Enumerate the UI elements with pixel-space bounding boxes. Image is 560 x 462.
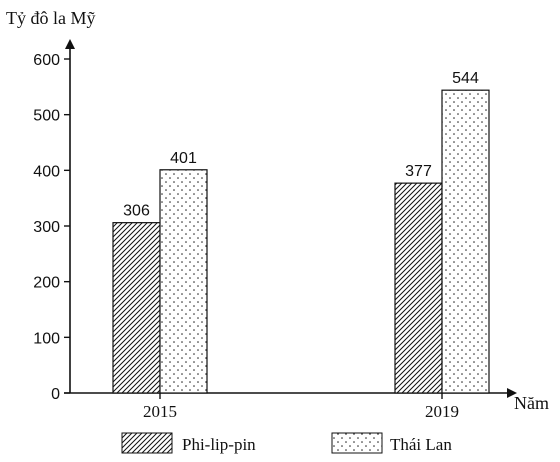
data-label-phi-lip-pin-2019: 377: [405, 163, 432, 180]
x-axis-title: Năm: [514, 393, 549, 413]
y-axis-title: Tỷ đô la Mỹ: [6, 8, 96, 28]
bar-group: 306 401 377 544: [112, 70, 490, 394]
y-tick-label: 300: [33, 219, 60, 236]
y-tick-group: 0 100 200 300 400 500 600: [33, 52, 70, 403]
x-tick-group: 2015 2019: [143, 393, 459, 421]
bar-th-i-lan-2015: [159, 169, 208, 394]
data-label-th-i-lan-2015: 401: [170, 150, 197, 167]
legend: Phi-lip-pin Thái Lan: [121, 432, 452, 454]
y-tick-label: 0: [51, 386, 60, 403]
data-label-phi-lip-pin-2015: 306: [123, 203, 150, 220]
bar-phi-lip-pin-2015: [112, 222, 161, 394]
y-tick-label: 100: [33, 330, 60, 347]
y-tick-label: 600: [33, 52, 60, 69]
legend-label-phi-lip-pin: Phi-lip-pin: [182, 435, 256, 454]
bar-th-i-lan-2019: [441, 89, 490, 394]
data-label-th-i-lan-2019: 544: [452, 70, 479, 87]
y-tick-label: 200: [33, 275, 60, 292]
legend-swatch-thai-lan: [331, 432, 383, 454]
bar-phi-lip-pin-2019: [394, 182, 443, 394]
y-tick-label: 500: [33, 108, 60, 125]
legend-label-thai-lan: Thái Lan: [390, 435, 452, 454]
x-tick-label: 2015: [143, 402, 177, 421]
x-tick-label: 2019: [425, 402, 459, 421]
legend-swatch-phi-lip-pin: [121, 432, 173, 454]
y-tick-label: 400: [33, 163, 60, 180]
